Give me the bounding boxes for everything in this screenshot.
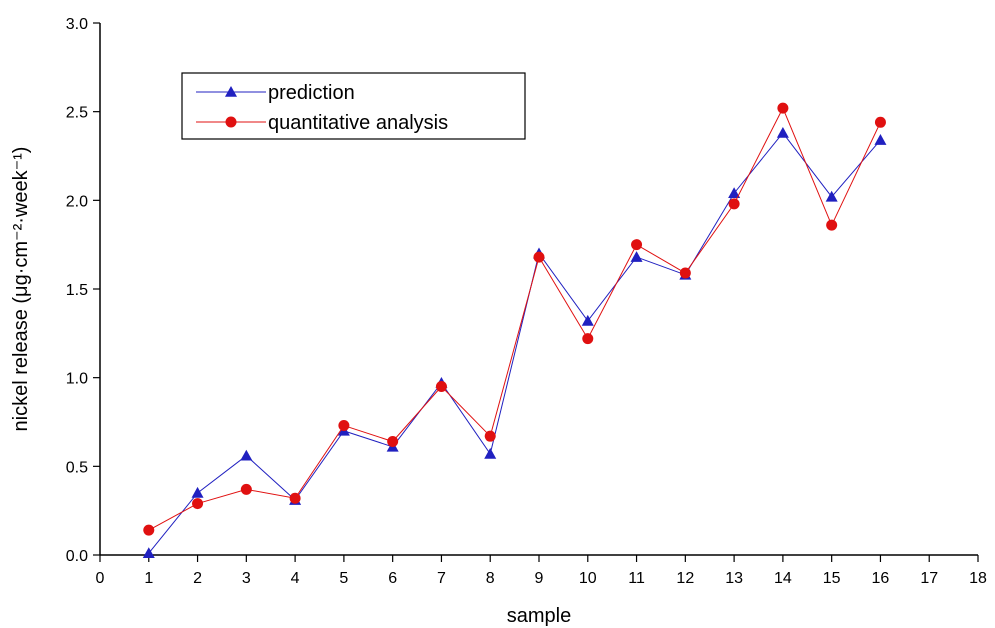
x-tick-label: 10 (579, 570, 597, 587)
legend-label: prediction (268, 82, 355, 104)
y-tick-label: 2.5 (66, 105, 88, 122)
x-tick-label: 1 (144, 570, 153, 587)
x-tick-label: 17 (920, 570, 938, 587)
data-point (874, 134, 887, 145)
x-tick-label: 11 (628, 570, 645, 587)
x-axis-title: sample (507, 605, 571, 627)
x-tick-label: 3 (242, 570, 251, 587)
data-point (143, 524, 155, 536)
data-point (776, 126, 789, 138)
data-point (387, 436, 399, 448)
data-point (289, 492, 301, 504)
y-tick-label: 1.5 (66, 282, 88, 299)
x-tick-label: 8 (486, 570, 495, 587)
y-tick-label: 1.0 (66, 371, 88, 388)
series-quantitative-analysis (143, 102, 886, 536)
data-point (631, 239, 643, 251)
data-point (484, 447, 497, 459)
x-tick-label: 5 (339, 570, 348, 587)
data-point (874, 116, 886, 128)
x-tick-label: 18 (969, 570, 987, 587)
data-point (240, 483, 252, 495)
data-point (728, 198, 740, 210)
y-tick-label: 3.0 (66, 16, 88, 33)
data-point (338, 420, 350, 432)
y-tick-label: 0.0 (66, 548, 88, 565)
data-point (240, 449, 253, 461)
x-tick-label: 12 (676, 570, 694, 587)
data-point (192, 498, 204, 510)
x-tick-label: 2 (193, 570, 202, 587)
data-point (484, 430, 496, 442)
legend: prediction quantitative analysis (181, 72, 526, 140)
data-point (825, 190, 838, 202)
y-tick-label: 0.5 (66, 459, 88, 476)
series-line (148, 132, 881, 554)
data-point (826, 219, 838, 231)
series-layer (142, 102, 887, 559)
x-tick-label: 4 (291, 570, 300, 587)
legend-label: quantitative analysis (268, 112, 448, 134)
data-point (533, 251, 545, 263)
x-tick-label: 9 (535, 570, 544, 587)
y-axis-title: nickel release (μg·cm⁻²·week⁻¹) (10, 147, 32, 432)
data-point (581, 314, 594, 326)
data-point (728, 187, 741, 199)
data-point (630, 251, 643, 262)
data-point (435, 381, 447, 393)
legend-box (181, 72, 526, 140)
y-tick-label: 2.0 (66, 193, 88, 210)
data-point (191, 486, 204, 498)
data-point (777, 102, 789, 114)
x-tick-label: 0 (96, 570, 105, 587)
legend-marker (225, 86, 237, 97)
data-point (679, 267, 691, 279)
x-tick-label: 15 (823, 570, 841, 587)
x-tick-label: 7 (437, 570, 446, 587)
x-tick-label: 14 (774, 570, 792, 587)
series-line (148, 106, 881, 531)
x-tick-label: 16 (872, 570, 890, 587)
axes: 0 1 2 3 4 5 6 7 8 9 10 11 12 13 14 15 16 17 180.00.51.01.5… (66, 16, 987, 587)
x-tick-label: 6 (388, 570, 397, 587)
data-point (582, 333, 594, 345)
legend-marker (225, 116, 237, 128)
data-point (142, 547, 155, 559)
x-tick-label: 13 (725, 570, 743, 587)
series-prediction (142, 126, 887, 559)
